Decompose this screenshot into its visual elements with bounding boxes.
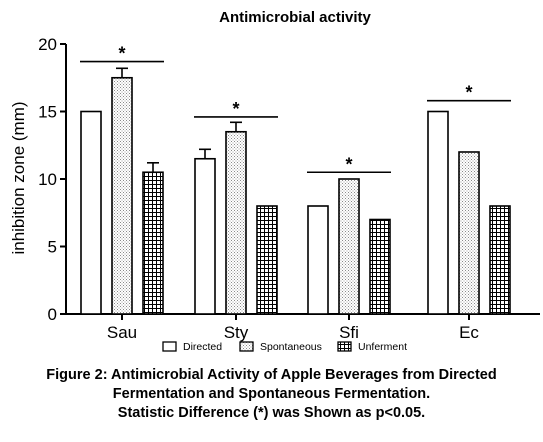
bar: [111, 76, 133, 315]
bar: [307, 205, 329, 315]
x-tick-label: Sty: [224, 323, 249, 342]
bar: [194, 157, 216, 315]
y-tick-label: 20: [38, 35, 57, 54]
bar: [489, 205, 511, 315]
significance-asterisk: *: [465, 83, 472, 103]
legend-label: Directed: [183, 341, 222, 353]
y-tick-label: 5: [48, 238, 57, 257]
bar: [338, 178, 360, 315]
chart-title: Antimicrobial activity: [219, 9, 371, 26]
x-tick-label: Ec: [459, 323, 479, 342]
x-tick-label: Sau: [107, 323, 137, 342]
caption-line-2: Fermentation and Spontaneous Fermentatio…: [112, 386, 431, 402]
bar: [458, 151, 480, 315]
y-axis-label: inhibition zone (mm): [9, 101, 28, 254]
x-tick-label: Sfi: [339, 323, 359, 342]
caption-line-3: Statistic Difference (*) was Shown as p<…: [117, 405, 426, 421]
bars: [80, 67, 511, 315]
caption-line-1: Figure 2: Antimicrobial Activity of Appl…: [46, 367, 497, 383]
significance-asterisk: *: [232, 99, 239, 119]
y-tick-label: 0: [48, 305, 57, 324]
legend-swatch: [239, 341, 254, 352]
bar-chart: Antimicrobial activity inhibition zone (…: [9, 9, 540, 353]
legend-swatch: [337, 341, 352, 352]
significance-markers: * * * *: [80, 44, 511, 174]
legend-swatch: [162, 341, 177, 352]
legend-label: Unferment: [358, 341, 407, 353]
bar: [142, 171, 164, 315]
y-tick-label: 10: [38, 170, 57, 189]
significance-asterisk: *: [118, 44, 125, 64]
bar: [427, 110, 449, 315]
bar: [80, 110, 102, 315]
bar: [256, 205, 278, 315]
significance-asterisk: *: [345, 154, 352, 174]
legend-label: Spontaneous: [260, 341, 322, 353]
y-tick-label: 15: [38, 103, 57, 122]
bar: [225, 130, 247, 315]
bar: [369, 218, 391, 315]
figure-caption: Figure 2: Antimicrobial Activity of Appl…: [0, 366, 543, 423]
legend: Directed Spontaneous Unferment: [162, 341, 407, 353]
